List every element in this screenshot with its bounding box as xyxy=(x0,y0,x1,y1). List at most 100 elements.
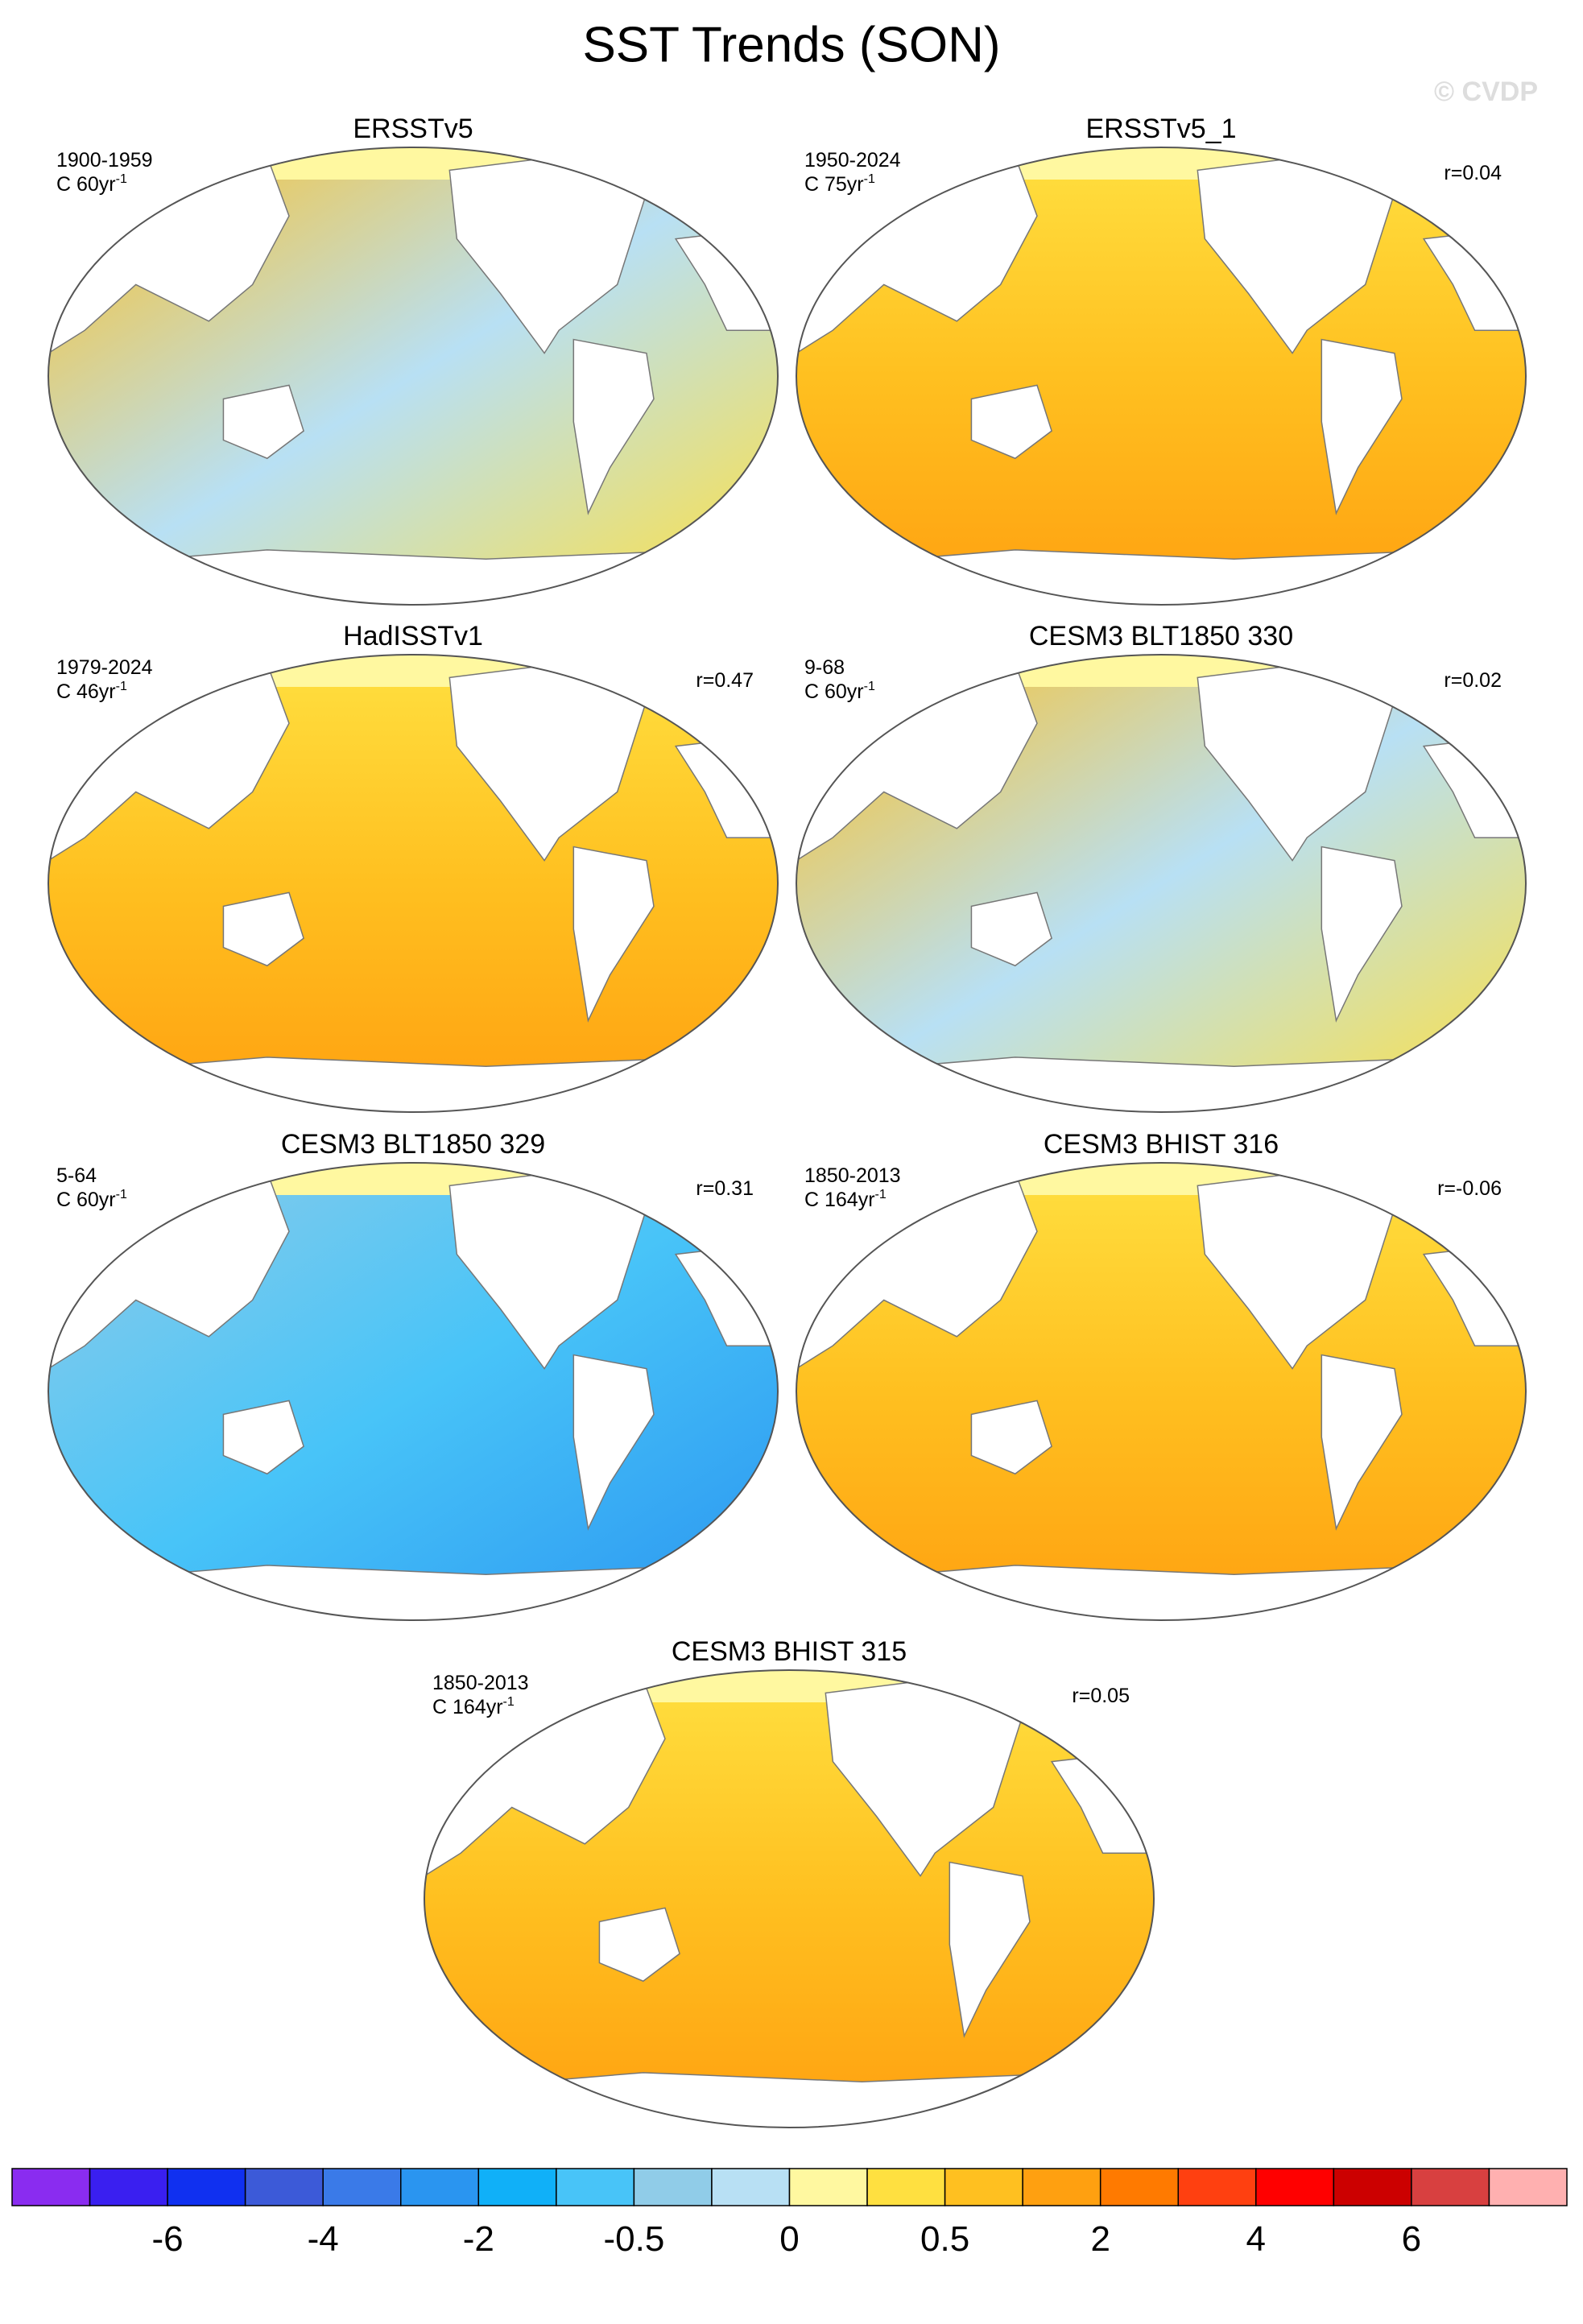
land xyxy=(48,549,778,605)
colorbar-box xyxy=(322,2168,402,2206)
map xyxy=(48,147,778,605)
colorbar-box xyxy=(788,2168,868,2206)
colorbar-label: 2 xyxy=(1090,2219,1110,2259)
colorbar-label: -0.5 xyxy=(603,2219,664,2259)
map xyxy=(796,147,1526,605)
land xyxy=(970,891,1052,967)
watermark: © CVDP xyxy=(1434,77,1538,107)
units-exponent: -1 xyxy=(116,1188,127,1201)
units-exponent: -1 xyxy=(864,680,875,693)
panel-title: ERSSTv5 xyxy=(353,114,473,144)
colorbar-box xyxy=(89,2168,168,2206)
units-exponent: -1 xyxy=(864,172,875,186)
correlation: r=0.04 xyxy=(1444,162,1502,184)
colorbar-box xyxy=(1255,2168,1335,2206)
units-base: C 60yr xyxy=(56,1189,116,1211)
correlation: r=-0.06 xyxy=(1437,1177,1502,1200)
land xyxy=(424,2072,1154,2128)
units-exponent: -1 xyxy=(116,680,127,693)
land xyxy=(48,1565,778,1620)
land xyxy=(572,846,655,1023)
map-panel: CESM3 BLT1850 330 9-68C 60yr-1 r=0.02 xyxy=(796,621,1527,1113)
map xyxy=(796,655,1526,1112)
correlation: r=0.47 xyxy=(696,669,754,692)
period: 5-64 xyxy=(56,1164,97,1187)
map-outline xyxy=(48,147,779,606)
units: C 46yr-1 xyxy=(56,680,127,703)
correlation: r=0.05 xyxy=(1072,1685,1130,1707)
colorbar-box xyxy=(944,2168,1023,2206)
land xyxy=(1321,1354,1403,1531)
map-outline xyxy=(424,1669,1155,2128)
panel-title: HadISSTv1 xyxy=(343,621,483,651)
colorbar-box xyxy=(400,2168,480,2206)
colorbar-box xyxy=(556,2168,635,2206)
land xyxy=(48,1057,778,1112)
units: C 75yr-1 xyxy=(804,172,875,196)
figure-title: SST Trends (SON) xyxy=(582,17,1000,72)
land xyxy=(222,891,304,967)
panel-title: CESM3 BHIST 315 xyxy=(672,1636,907,1667)
colorbar-label: 0.5 xyxy=(920,2219,969,2259)
colorbar-box xyxy=(11,2168,91,2206)
map-outline xyxy=(48,1162,779,1621)
units-exponent: -1 xyxy=(875,1188,887,1201)
period: 1950-2024 xyxy=(804,149,901,172)
polar-band xyxy=(796,655,1526,687)
polar-band xyxy=(424,1670,1154,1702)
map xyxy=(48,655,778,1112)
land xyxy=(222,384,304,460)
colorbar-label: 6 xyxy=(1402,2219,1421,2259)
panel-title: CESM3 BLT1850 329 xyxy=(281,1129,545,1160)
map xyxy=(48,1163,778,1620)
colorbar-label: 0 xyxy=(779,2219,799,2259)
units: C 60yr-1 xyxy=(804,680,875,703)
land xyxy=(970,384,1052,460)
period: 1850-2013 xyxy=(804,1164,901,1187)
colorbar-box xyxy=(1333,2168,1412,2206)
land xyxy=(572,338,655,515)
colorbar-box xyxy=(167,2168,246,2206)
colorbar-box xyxy=(1177,2168,1257,2206)
period: 9-68 xyxy=(804,656,845,679)
period: 1900-1959 xyxy=(56,149,153,172)
land xyxy=(222,1400,304,1475)
polar-band xyxy=(48,1163,778,1195)
land xyxy=(1321,846,1403,1023)
units-base: C 60yr xyxy=(804,680,864,703)
correlation: r=0.31 xyxy=(696,1177,754,1200)
land xyxy=(796,1057,1526,1112)
map-outline xyxy=(796,147,1527,606)
colorbar-box xyxy=(1488,2168,1568,2206)
units: C 164yr-1 xyxy=(804,1188,887,1211)
units-base: C 164yr xyxy=(804,1189,875,1211)
units-base: C 164yr xyxy=(432,1696,503,1718)
polar-band xyxy=(796,1163,1526,1195)
units: C 60yr-1 xyxy=(56,1188,127,1211)
period: 1850-2013 xyxy=(432,1672,529,1694)
land xyxy=(796,549,1526,605)
polar-band xyxy=(48,655,778,687)
units-base: C 60yr xyxy=(56,173,116,196)
colorbar-label: 4 xyxy=(1246,2219,1266,2259)
colorbar-label: -2 xyxy=(463,2219,494,2259)
map-outline xyxy=(796,654,1527,1113)
land xyxy=(598,1907,680,1983)
land xyxy=(970,1400,1052,1475)
map xyxy=(796,1163,1526,1620)
panel-title: CESM3 BHIST 316 xyxy=(1044,1129,1279,1160)
colorbar-box xyxy=(711,2168,791,2206)
colorbar-label: -6 xyxy=(152,2219,184,2259)
polar-band xyxy=(48,147,778,180)
map xyxy=(424,1670,1154,2128)
land xyxy=(949,1861,1031,2038)
colorbar-box xyxy=(477,2168,557,2206)
units: C 60yr-1 xyxy=(56,172,127,196)
colorbar-box xyxy=(633,2168,713,2206)
units-base: C 75yr xyxy=(804,173,864,196)
units-exponent: -1 xyxy=(503,1695,515,1709)
colorbar-box xyxy=(866,2168,946,2206)
